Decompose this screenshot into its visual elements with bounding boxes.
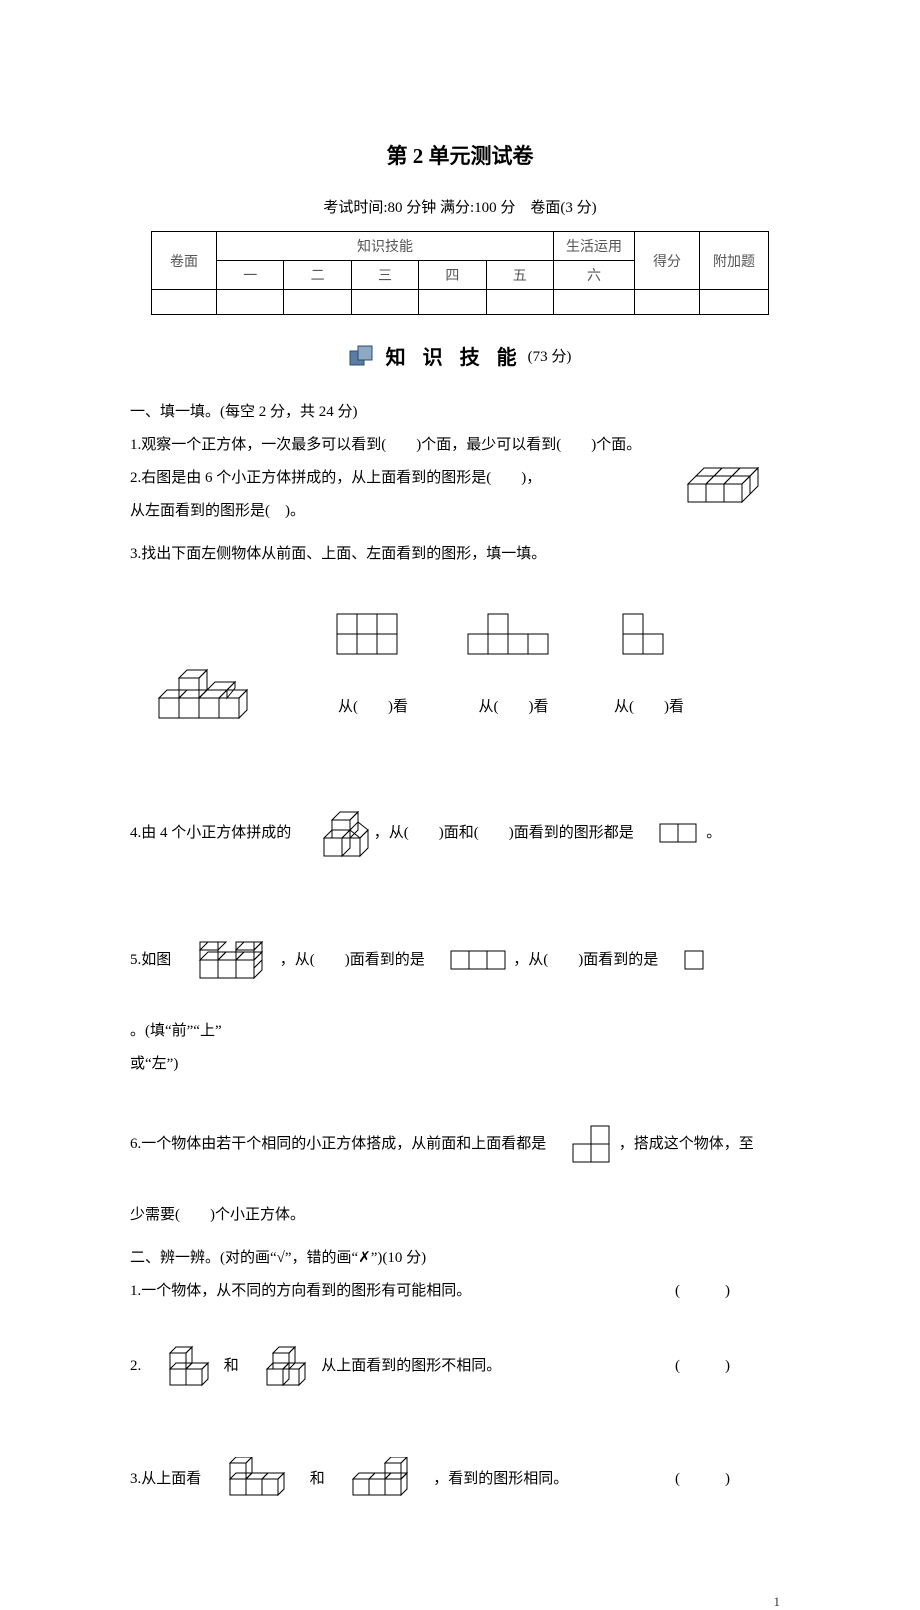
q1-6b: ，搭成这个物体，至 xyxy=(619,1128,754,1161)
q1-3-label-b: 从( )看 xyxy=(479,699,549,715)
cell-2: 二 xyxy=(284,261,351,290)
q1-5d: 。(填“前”“上” xyxy=(130,1015,222,1048)
blank-cell xyxy=(700,290,769,315)
q2-2: 2. 和 xyxy=(130,1308,790,1424)
blank-cell xyxy=(351,290,418,315)
q2-2-paren: ( ) xyxy=(675,1350,730,1383)
cell-1: 一 xyxy=(217,261,284,290)
q1-2-figure xyxy=(680,462,790,506)
cell-6: 六 xyxy=(554,261,635,290)
q1-6c: 少需要( )个小正方体。 xyxy=(130,1199,790,1232)
q1-5: 5.如图 ，从( ) xyxy=(130,905,790,1048)
q1-6-fig xyxy=(546,1089,619,1199)
q1-3-object xyxy=(130,625,283,757)
q1-5b: ，从( )面看到的是 xyxy=(280,944,425,977)
q1-3-shapeC: 从( )看 xyxy=(592,577,685,757)
q2-2a: 2. xyxy=(130,1350,141,1383)
q1-3-label-a: 从( )看 xyxy=(338,699,408,715)
score-table: 卷面 知识技能 生活运用 得分 附加题 一 二 三 四 五 六 xyxy=(151,231,769,315)
q1-4: 4.由 4 个小正方体拼成的 ，从( )面和( )面看到的图形都是 xyxy=(130,771,790,895)
q2-3-figA xyxy=(201,1424,310,1534)
blank-cell xyxy=(284,290,351,315)
q1-4c: 。 xyxy=(706,817,721,850)
section-label: 知 识 技 能 xyxy=(386,347,523,369)
q1-2: 2.右图是由 6 个小正方体拼成的，从上面看到的图形是( )， 从左面看到的图形… xyxy=(130,462,790,528)
cell-3: 三 xyxy=(351,261,418,290)
q2-2b: 和 xyxy=(224,1350,239,1383)
q2-1-text: 1.一个物体，从不同的方向看到的图形有可能相同。 xyxy=(130,1275,675,1308)
q1-header: 一、填一填。(每空 2 分，共 24 分) xyxy=(130,396,790,429)
cell-shyy: 生活运用 xyxy=(554,232,635,261)
q1-5-ans2 xyxy=(658,911,707,1010)
q1-5-ans1 xyxy=(425,911,514,1010)
section-icon xyxy=(349,344,375,367)
page-number: 1 xyxy=(774,1594,781,1610)
q1-5a: 5.如图 xyxy=(130,944,171,977)
q2-3c: ，看到的图形相同。 xyxy=(433,1463,675,1496)
cell-fujia: 附加题 xyxy=(700,232,769,290)
cell-4: 四 xyxy=(419,261,486,290)
blank-cell xyxy=(486,290,553,315)
q1-5-fig xyxy=(171,905,280,1015)
blank-cell xyxy=(152,290,217,315)
q1-6: 6.一个物体由若干个相同的小正方体搭成，从前面和上面看都是 ，搭成这个物体，至 xyxy=(130,1089,790,1199)
cell-5: 五 xyxy=(486,261,553,290)
cell-juanmian: 卷面 xyxy=(152,232,217,290)
q2-3a: 3.从上面看 xyxy=(130,1463,201,1496)
blank-cell xyxy=(217,290,284,315)
q2-3-paren: ( ) xyxy=(675,1463,730,1496)
exam-info: 考试时间:80 分钟 满分:100 分 卷面(3 分) xyxy=(130,196,790,217)
cell-zsjn: 知识技能 xyxy=(217,232,554,261)
q1-3-header: 3.找出下面左侧物体从前面、上面、左面看到的图形，填一填。 xyxy=(130,538,790,571)
q1-3-shapeA: 从( )看 xyxy=(311,577,414,757)
q2-3: 3.从上面看 和 xyxy=(130,1424,790,1534)
q1-3-label-c: 从( )看 xyxy=(614,699,684,715)
q1-1: 1.观察一个正方体，一次最多可以看到( )个面，最少可以看到( )个面。 xyxy=(130,429,790,462)
q2-2-figA xyxy=(141,1308,224,1424)
q1-4-ans xyxy=(634,784,707,883)
q2-2-figB xyxy=(239,1308,322,1424)
q2-3b: 和 xyxy=(310,1463,325,1496)
q2-1: 1.一个物体，从不同的方向看到的图形有可能相同。 ( ) xyxy=(130,1275,790,1308)
q1-4b: ，从( )面和( )面看到的图形都是 xyxy=(374,817,634,850)
q2-1-paren: ( ) xyxy=(675,1275,730,1308)
q2-header: 二、辨一辨。(对的画“√”，错的画“✗”)(10 分) xyxy=(130,1242,790,1275)
q1-3-shapeB: 从( )看 xyxy=(441,577,564,757)
blank-cell xyxy=(419,290,486,315)
q1-3-row: 从( )看 从( )看 xyxy=(130,577,790,757)
q2-2c: 从上面看到的图形不相同。 xyxy=(321,1350,675,1383)
blank-cell xyxy=(554,290,635,315)
q1-6a: 6.一个物体由若干个相同的小正方体搭成，从前面和上面看都是 xyxy=(130,1128,546,1161)
q2-3-figB xyxy=(325,1424,434,1534)
q1-4a: 4.由 4 个小正方体拼成的 xyxy=(130,817,291,850)
section-score: (73 分) xyxy=(528,349,572,365)
q1-4-fig xyxy=(291,771,374,895)
page-title: 第 2 单元测试卷 xyxy=(130,140,790,170)
blank-cell xyxy=(635,290,700,315)
q1-5c: ，从( )面看到的是 xyxy=(513,944,658,977)
cell-defen: 得分 xyxy=(635,232,700,290)
section-header: 知 识 技 能 (73 分) xyxy=(130,341,790,370)
q1-5e: 或“左”) xyxy=(130,1048,790,1081)
